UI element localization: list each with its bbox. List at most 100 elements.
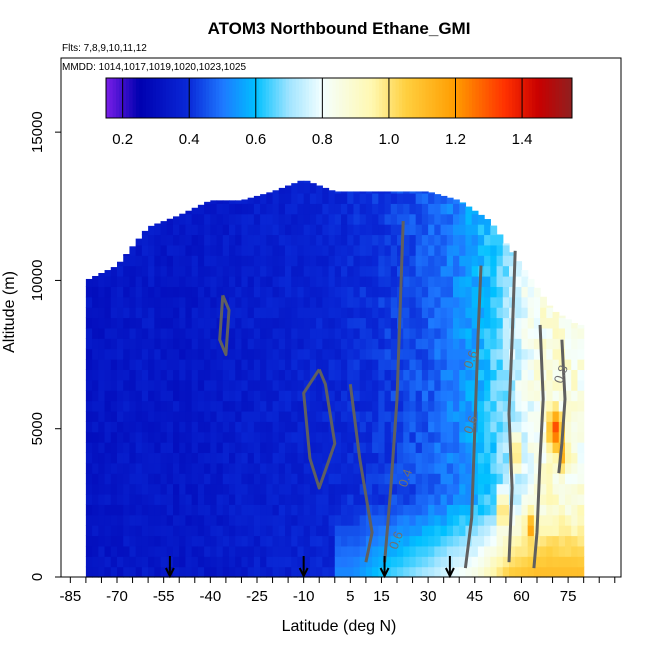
heatmap-cell [160,359,168,370]
heatmap-cell [565,452,572,464]
heatmap-cell [421,317,429,329]
heatmap-cell [347,504,355,516]
heatmap-cell [197,265,205,277]
heatmap-cell [297,525,305,537]
heatmap-cell [309,535,317,547]
heatmap-cell [341,327,348,339]
heatmap-cell [546,410,554,422]
heatmap-cell [266,192,274,204]
heatmap-cell [353,525,361,537]
heatmap-cell [440,296,448,308]
heatmap-cell [471,483,479,495]
heatmap-cell [166,338,174,350]
heatmap-cell [359,244,367,256]
heatmap-cell [496,327,504,339]
heatmap-cell [92,379,99,391]
heatmap-cell [421,400,429,412]
heatmap-cell [129,462,137,474]
heatmap-cell [247,442,255,454]
heatmap-cell [278,275,286,287]
heatmap-cell [204,338,211,350]
heatmap-cell [496,545,504,557]
heatmap-cell [110,400,118,412]
heatmap-cell [173,400,180,412]
heatmap-cell [204,431,211,443]
heatmap-cell [372,442,379,454]
heatmap-cell [540,359,547,370]
heatmap-cell [384,327,392,339]
heatmap-cell [204,473,211,485]
heatmap-cell [496,442,504,454]
heatmap-cell [241,462,249,474]
heatmap-cell [141,338,149,350]
heatmap-cell [166,255,174,267]
heatmap-cell [166,348,174,360]
heatmap-cell [247,462,255,474]
heatmap-cell [160,452,168,464]
heatmap-cell [546,514,554,526]
heatmap-cell [322,431,330,443]
heatmap-cell [490,244,498,256]
heatmap-cell [253,203,261,215]
heatmap-cell [527,317,535,329]
heatmap-cell [204,348,211,360]
colorbar-segment [525,78,530,118]
heatmap-cell [415,452,423,464]
colorbar-segment [472,78,476,118]
x-tick-label: 75 [560,588,577,605]
heatmap-cell [477,307,485,319]
heatmap-cell [141,317,149,329]
heatmap-cell [291,514,299,526]
heatmap-cell [359,535,367,547]
heatmap-cell [204,390,211,402]
heatmap-cell [110,369,118,381]
heatmap-cell [98,296,106,308]
heatmap-cell [260,462,267,474]
heatmap-cell [316,493,323,505]
heatmap-cell [397,234,404,246]
heatmap-cell [129,348,137,360]
heatmap-cell [546,348,554,360]
contour-line [348,384,374,563]
heatmap-cell [565,442,572,454]
heatmap-cell [185,431,193,443]
heatmap-cell [334,483,342,495]
heatmap-cell [123,442,131,454]
heatmap-cell [415,191,423,194]
heatmap-cell [241,514,249,526]
heatmap-cell [123,327,131,339]
heatmap-cell [235,359,243,370]
heatmap-cell [496,275,504,287]
heatmap-cell [179,224,187,236]
heatmap-cell [372,545,379,557]
heatmap-cell [353,296,361,308]
heatmap-cell [85,462,93,474]
heatmap-cell [434,234,442,246]
heatmap-cell [409,191,417,194]
heatmap-cell [552,359,560,370]
heatmap-cell [365,317,373,329]
heatmap-cell [291,338,299,350]
heatmap-cell [390,286,398,298]
heatmap-cell [104,338,112,350]
heatmap-cell [353,327,361,339]
heatmap-cell [309,286,317,298]
colorbar-segment [475,78,480,118]
heatmap-cell [434,224,442,236]
heatmap-cell [222,265,230,277]
heatmap-cell [577,442,585,454]
heatmap-cell [552,400,560,412]
heatmap-cell [347,191,355,194]
heatmap-cell [446,545,454,557]
heatmap-cell [316,224,323,236]
heatmap-cell [191,504,199,516]
heatmap-cell [166,431,174,443]
heatmap-cell [210,514,218,526]
heatmap-cell [390,535,398,547]
heatmap-cell [577,462,585,474]
heatmap-cell [247,493,255,505]
heatmap-cell [372,224,379,236]
heatmap-cell [465,442,473,454]
heatmap-cell [372,192,379,204]
heatmap-cell [92,556,99,568]
